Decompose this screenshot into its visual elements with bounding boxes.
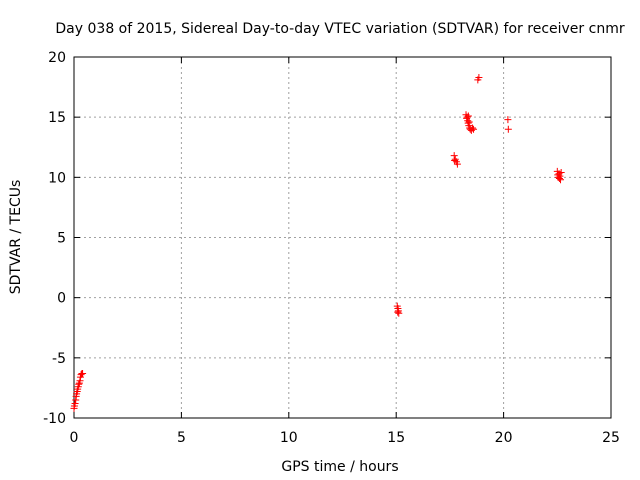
data-point xyxy=(475,73,483,81)
data-point xyxy=(557,176,565,184)
data-point xyxy=(465,118,473,126)
data-point xyxy=(470,125,478,133)
x-tick-label: 20 xyxy=(495,430,513,446)
y-tick-label: 10 xyxy=(48,170,66,186)
chart-title: Day 038 of 2015, Sidereal Day-to-day VTE… xyxy=(55,21,624,37)
data-point xyxy=(451,156,459,164)
data-point xyxy=(453,160,461,168)
y-tick-label: -10 xyxy=(43,411,66,427)
x-tick-label: 10 xyxy=(280,430,298,446)
y-tick-label: 5 xyxy=(57,231,66,247)
x-tick-label: 5 xyxy=(177,430,186,446)
data-point xyxy=(77,371,85,379)
data-point xyxy=(504,125,512,133)
grid-lines xyxy=(74,57,611,418)
plot-frame xyxy=(73,56,612,419)
x-tick-label: 15 xyxy=(387,430,405,446)
data-point xyxy=(75,380,83,388)
data-point xyxy=(394,308,402,316)
data-point xyxy=(464,112,472,120)
y-tick-label: 15 xyxy=(48,110,66,126)
data-point xyxy=(79,369,87,377)
data-point xyxy=(463,113,471,121)
data-point xyxy=(468,124,476,132)
data-point xyxy=(504,116,512,124)
x-axis-label: GPS time / hours xyxy=(281,459,398,475)
x-tick-label: 25 xyxy=(602,430,620,446)
data-point xyxy=(71,400,79,408)
y-tick-label: 20 xyxy=(48,50,66,66)
data-points xyxy=(70,73,565,412)
x-tick-label: 0 xyxy=(70,430,79,446)
data-point xyxy=(395,309,403,317)
data-point xyxy=(556,172,564,180)
y-tick-label: 0 xyxy=(57,291,66,307)
data-point xyxy=(557,169,565,177)
y-tick-label: -5 xyxy=(52,351,66,367)
y-axis-label: SDTVAR / TECUs xyxy=(8,180,24,295)
axis-ticks: 0 5 10 15 20 25 -10 -5 0 5 10 15 20 xyxy=(43,50,620,446)
